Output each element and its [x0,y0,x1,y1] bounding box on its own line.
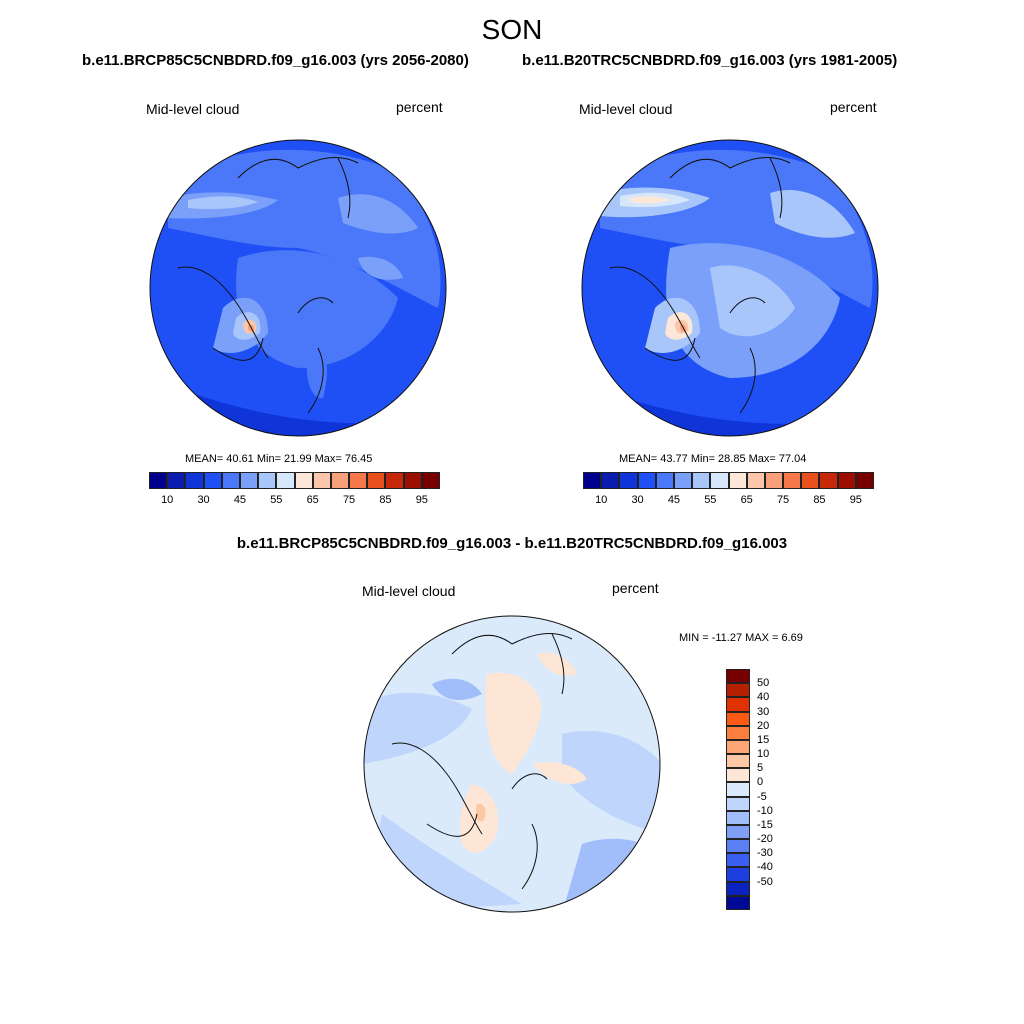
colorbar-box [601,472,620,489]
left-stats: MEAN= 40.61 Min= 21.99 Max= 76.45 [185,453,373,465]
difference-polar-map [363,615,661,913]
colorbar-box [692,472,711,489]
colorbar-tick-label: 30 [197,494,210,506]
colorbar-tick-label: 10 [595,494,608,506]
colorbar-box [637,472,656,489]
colorbar-tick-label: 55 [704,494,717,506]
colorbar-tick-label: -30 [757,847,773,860]
colorbar-box [149,472,168,489]
colorbar-box [185,472,204,489]
colorbar-box [583,472,602,489]
colorbar-box [239,472,259,489]
colorbar-tick-label: 40 [757,691,770,704]
colorbar-box [728,472,747,489]
colorbar-box [726,796,750,811]
colorbar-box [726,754,750,769]
colorbar-tick-label: 45 [667,494,681,506]
colorbar-tick-label: -40 [757,861,773,874]
colorbar-box [726,697,750,712]
right-units-label: percent [830,99,877,115]
colorbar-box [403,472,422,489]
right-run-title: b.e11.B20TRC5CNBDRD.f09_g16.003 (yrs 198… [522,52,898,69]
colorbar-box [801,472,820,489]
colorbar-tick-label: -20 [757,833,773,846]
colorbar-box [726,739,750,755]
difference-variable-label: Mid-level cloud [362,583,456,599]
colorbar-box [726,853,750,868]
right-colorbar: 10 30 45 55 65 75 85 95 [583,472,874,506]
colorbar-box [258,472,277,489]
colorbar-tick-label: 10 [161,494,174,506]
colorbar-box [746,472,765,489]
colorbar-tick-label: -15 [757,818,773,831]
colorbar-box [726,824,750,840]
colorbar-tick-label: 10 [757,748,770,761]
colorbar-box [367,472,386,489]
right-stats: MEAN= 43.77 Min= 28.85 Max= 77.04 [619,453,807,465]
colorbar-box [710,472,729,489]
colorbar-tick-label: 20 [757,719,770,732]
colorbar-tick-label: 55 [270,494,283,506]
colorbar-box [203,472,222,489]
colorbar-tick-label: 75 [342,494,356,506]
colorbar-box [726,782,750,797]
colorbar-box [619,472,638,489]
difference-colorbar: 50 40 30 20 15 10 5 0 -5 -10 -15 -20 -30 -40 -50 [726,669,773,910]
colorbar-tick-label: 65 [306,494,319,506]
colorbar-tick-label: 75 [776,494,790,506]
colorbar-box [276,472,295,489]
colorbar-box [726,683,750,698]
colorbar-tick-label: 50 [757,677,770,690]
colorbar-box [673,472,693,489]
colorbar-tick-label: 85 [379,494,392,506]
colorbar-tick-label: 45 [233,494,247,506]
colorbar-box [349,472,368,489]
colorbar-box [726,711,750,726]
left-colorbar: 10 30 45 55 65 75 85 95 [149,472,440,506]
left-units-label: percent [396,99,443,115]
colorbar-box [726,839,750,854]
colorbar-box [837,472,856,489]
colorbar-box [312,472,331,489]
colorbar-box [726,810,750,825]
colorbar-box [330,472,350,489]
left-polar-map [149,139,447,437]
colorbar-box [819,472,838,489]
colorbar-box [655,472,674,489]
colorbar-box [783,472,802,489]
right-polar-map [581,139,879,437]
colorbar-box [726,725,750,740]
colorbar-box [726,881,750,896]
colorbar-tick-label: 85 [813,494,826,506]
figure-title: SON [481,14,543,45]
difference-title: b.e11.BRCP85C5CNBDRD.f09_g16.003 - b.e11… [236,535,788,552]
colorbar-tick-label: 30 [757,705,770,718]
colorbar-box [421,472,440,489]
colorbar-box [726,768,750,783]
colorbar-tick-label: 0 [757,776,764,789]
colorbar-box [764,472,784,489]
colorbar-tick-label: -10 [757,804,773,817]
colorbar-box [167,472,186,489]
colorbar-tick-label: 5 [757,762,764,775]
colorbar-box [385,472,404,489]
colorbar-tick-label: -50 [757,875,773,888]
left-variable-label: Mid-level cloud [146,101,240,117]
difference-units-label: percent [612,580,659,596]
colorbar-tick-label: 65 [740,494,753,506]
colorbar-box [221,472,240,489]
difference-stats: MIN = -11.27 MAX = 6.69 [679,632,803,644]
colorbar-tick-label: 30 [631,494,644,506]
colorbar-box [726,867,750,882]
colorbar-box [726,895,750,910]
colorbar-tick-label: 15 [757,733,770,746]
colorbar-tick-label: 95 [849,494,862,506]
colorbar-tick-label: -5 [757,790,767,803]
right-variable-label: Mid-level cloud [579,101,673,117]
colorbar-tick-label: 95 [415,494,428,506]
colorbar-box [855,472,874,489]
left-run-title: b.e11.BRCP85C5CNBDRD.f09_g16.003 (yrs 20… [82,52,469,69]
colorbar-box [726,669,750,684]
colorbar-box [294,472,313,489]
